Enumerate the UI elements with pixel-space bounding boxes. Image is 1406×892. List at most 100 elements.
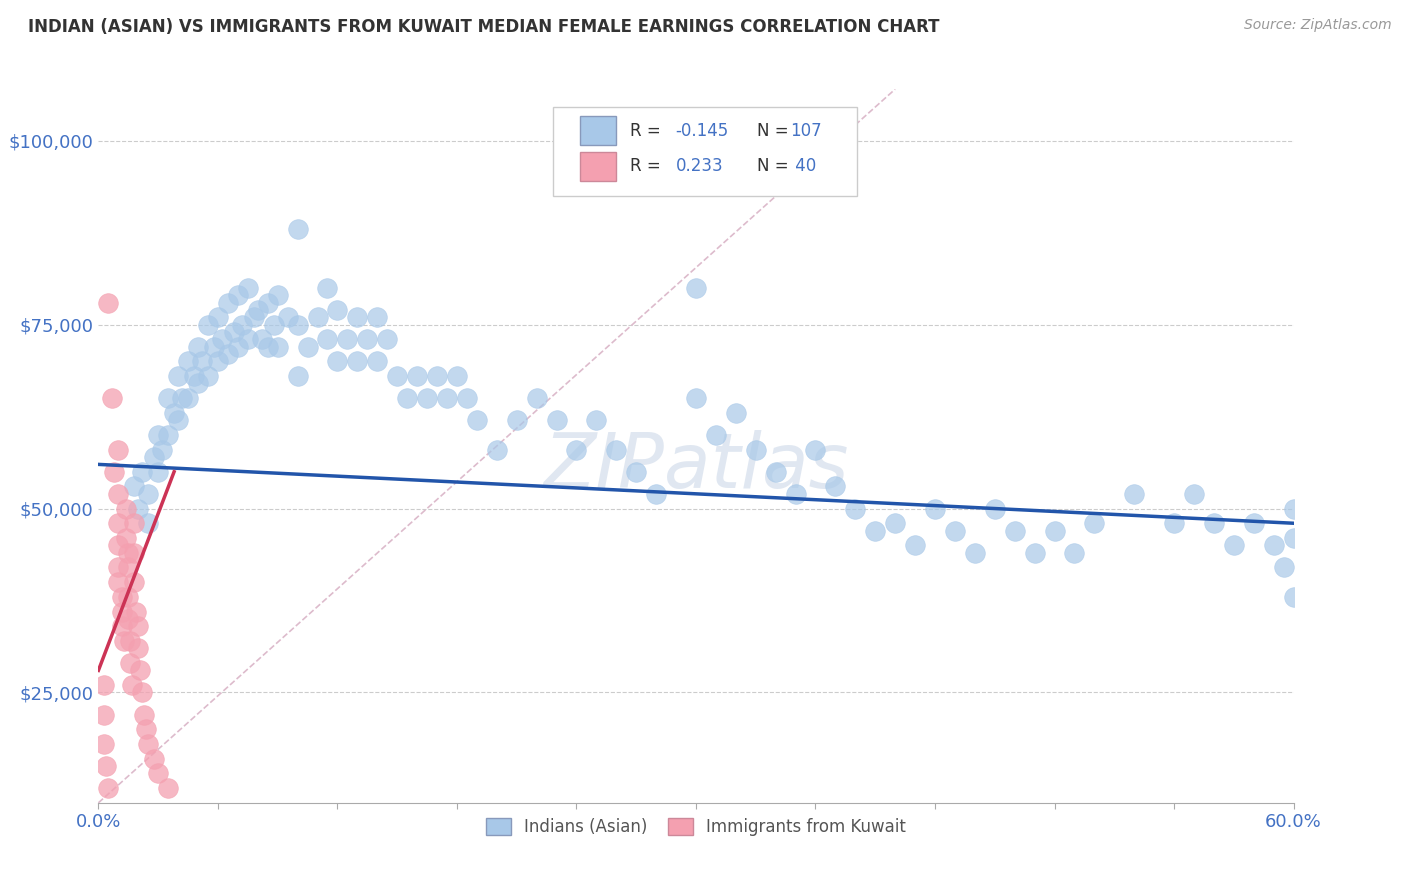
Point — [136, 487, 159, 501]
Point — [267, 340, 290, 354]
Point — [704, 428, 727, 442]
Point — [136, 516, 159, 531]
Point — [565, 442, 588, 457]
Point — [191, 354, 214, 368]
Point — [724, 406, 747, 420]
Point — [129, 664, 152, 678]
Point — [202, 340, 225, 354]
Point — [167, 413, 190, 427]
Point — [1083, 516, 1105, 531]
Text: N =: N = — [756, 121, 794, 139]
Point — [865, 524, 887, 538]
Point — [765, 465, 787, 479]
Point — [267, 288, 290, 302]
Point — [117, 590, 139, 604]
Point — [585, 413, 607, 427]
Point — [645, 487, 668, 501]
Point — [250, 332, 273, 346]
Point — [217, 347, 239, 361]
Point — [222, 325, 245, 339]
Text: N =: N = — [756, 157, 794, 175]
Point — [107, 575, 129, 590]
Point — [117, 546, 139, 560]
Point — [963, 546, 986, 560]
Point — [101, 391, 124, 405]
Point — [287, 222, 309, 236]
Point — [385, 369, 409, 384]
Point — [115, 501, 138, 516]
Point — [107, 516, 129, 531]
Point — [177, 354, 200, 368]
Point — [96, 759, 118, 773]
Point — [111, 590, 134, 604]
Point — [456, 391, 478, 405]
Point — [157, 428, 180, 442]
Point — [231, 318, 253, 332]
Point — [396, 391, 419, 405]
Point — [366, 354, 388, 368]
Point — [167, 369, 190, 384]
Point — [804, 442, 827, 457]
Point — [1272, 560, 1295, 574]
Point — [316, 281, 339, 295]
Point — [506, 413, 529, 427]
Point — [824, 479, 846, 493]
Point — [112, 634, 135, 648]
Point — [187, 376, 209, 391]
Point — [107, 538, 129, 552]
Point — [157, 391, 180, 405]
Point — [115, 531, 138, 545]
Text: ZIPatlas: ZIPatlas — [543, 431, 849, 504]
Point — [884, 516, 907, 531]
Text: 107: 107 — [790, 121, 823, 139]
Point — [1123, 487, 1146, 501]
Point — [143, 450, 166, 464]
Point — [1043, 524, 1066, 538]
Point — [97, 295, 120, 310]
FancyBboxPatch shape — [553, 107, 858, 196]
Point — [143, 752, 166, 766]
Point — [93, 678, 115, 692]
Point — [148, 428, 170, 442]
Point — [148, 766, 170, 780]
Point — [287, 318, 309, 332]
FancyBboxPatch shape — [581, 116, 616, 145]
Point — [163, 406, 186, 420]
Point — [256, 340, 278, 354]
Point — [585, 155, 607, 169]
Point — [217, 295, 239, 310]
Text: R =: R = — [630, 121, 666, 139]
Text: R =: R = — [630, 157, 666, 175]
Point — [107, 442, 129, 457]
Point — [904, 538, 927, 552]
Point — [546, 413, 568, 427]
Point — [127, 641, 149, 656]
Point — [316, 332, 339, 346]
Point — [183, 369, 205, 384]
Point — [326, 354, 349, 368]
Point — [685, 391, 707, 405]
Point — [111, 605, 134, 619]
Point — [436, 391, 458, 405]
Point — [121, 678, 143, 692]
Point — [1202, 516, 1225, 531]
Point — [326, 302, 349, 317]
Point — [1063, 546, 1085, 560]
Point — [120, 634, 142, 648]
Point — [426, 369, 449, 384]
Point — [157, 781, 180, 796]
Point — [356, 332, 378, 346]
Point — [150, 442, 173, 457]
Point — [346, 310, 368, 325]
Point — [485, 442, 508, 457]
Point — [197, 369, 219, 384]
Point — [375, 332, 398, 346]
Point — [246, 302, 269, 317]
Point — [120, 656, 142, 670]
Point — [1024, 546, 1046, 560]
Point — [131, 465, 153, 479]
Point — [107, 560, 129, 574]
Point — [263, 318, 285, 332]
Point — [226, 288, 249, 302]
Point — [526, 391, 548, 405]
